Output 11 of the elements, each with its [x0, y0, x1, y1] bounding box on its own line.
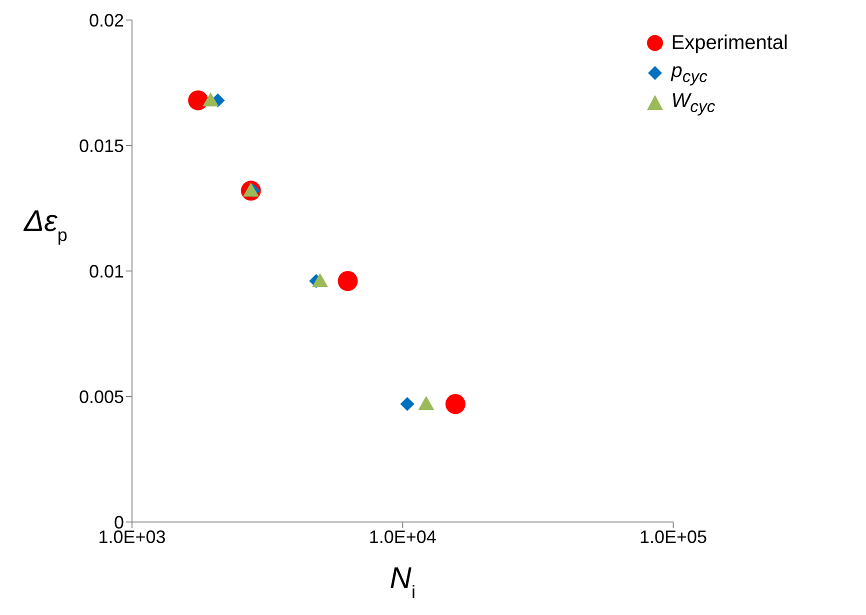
- y-axis-title: Δε$_{p}$: [23, 204, 68, 245]
- legend-label: p$_{cyc}$: [671, 60, 708, 86]
- y-tick-label: 0.005: [78, 386, 124, 407]
- x-axis-title: N$_{i}$: [390, 562, 416, 602]
- legend-label: Experimental: [671, 32, 788, 54]
- y-tick-label: 0.015: [78, 136, 124, 156]
- y-tick-label: 0.02: [88, 10, 124, 30]
- legend-label: W$_{cyc}$: [671, 90, 716, 116]
- x-tick-label: 1.0E+04: [368, 526, 436, 547]
- y-tick-label: 0.01: [88, 261, 124, 282]
- x-tick-label: 1.0E+05: [640, 526, 708, 547]
